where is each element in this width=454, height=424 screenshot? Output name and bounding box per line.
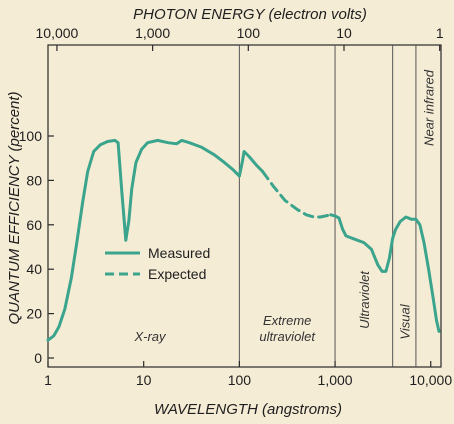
y-tick-label-0: 0 bbox=[34, 350, 42, 366]
top-tick-label-2: 100 bbox=[237, 25, 261, 41]
x-axis-title: WAVELENGTH (angstroms) bbox=[154, 401, 342, 418]
x-tick-label-3: 1,000 bbox=[318, 372, 353, 388]
region-dividers bbox=[238, 45, 417, 367]
region-label-4: Near infrared bbox=[421, 69, 436, 146]
plot-frame bbox=[47, 44, 442, 368]
region-label-0: X-ray bbox=[133, 329, 167, 344]
region-label-2: Ultraviolet bbox=[357, 270, 372, 329]
top-axis-title: PHOTON ENERGY (electron volts) bbox=[133, 6, 367, 23]
legend-expected-label: Expected bbox=[148, 266, 206, 282]
data-series bbox=[46, 138, 441, 342]
series-measured-line-1 bbox=[237, 150, 265, 178]
legend: Measured Expected bbox=[105, 245, 210, 282]
top-tick-label-4: 1 bbox=[436, 25, 444, 41]
series-measured-line-3 bbox=[329, 213, 441, 333]
top-tick-label-1: 1,000 bbox=[135, 25, 170, 41]
top-tick-label-3: 10 bbox=[336, 25, 352, 41]
region-label-3: Visual bbox=[397, 303, 412, 339]
y-tick-label-100: 100 bbox=[19, 128, 43, 144]
y-tick-label-20: 20 bbox=[26, 306, 42, 322]
top-axis-ticks: 10,000 1,000 100 10 1 bbox=[36, 25, 444, 51]
y-tick-label-40: 40 bbox=[26, 261, 42, 277]
x-tick-label-0: 1 bbox=[44, 372, 52, 388]
x-axis-ticks: 1 10 100 1,000 10,000 bbox=[44, 361, 452, 388]
y-axis-ticks: 0 20 40 60 80 100 bbox=[19, 128, 54, 366]
x-tick-label-4: 10,000 bbox=[409, 372, 452, 388]
series-expected-line-2 bbox=[261, 170, 333, 219]
series-measured-line-0 bbox=[46, 138, 241, 342]
y-tick-label-60: 60 bbox=[26, 217, 42, 233]
legend-measured-label: Measured bbox=[148, 245, 210, 261]
region-label-1-line2: ultraviolet bbox=[259, 329, 316, 344]
region-label-1: Extreme bbox=[263, 313, 311, 328]
y-axis-title: QUANTUM EFFICIENCY (percent) bbox=[6, 91, 23, 324]
x-tick-label-1: 10 bbox=[136, 372, 152, 388]
top-tick-label-0: 10,000 bbox=[36, 25, 79, 41]
x-tick-label-2: 100 bbox=[228, 372, 252, 388]
y-tick-label-80: 80 bbox=[26, 172, 42, 188]
